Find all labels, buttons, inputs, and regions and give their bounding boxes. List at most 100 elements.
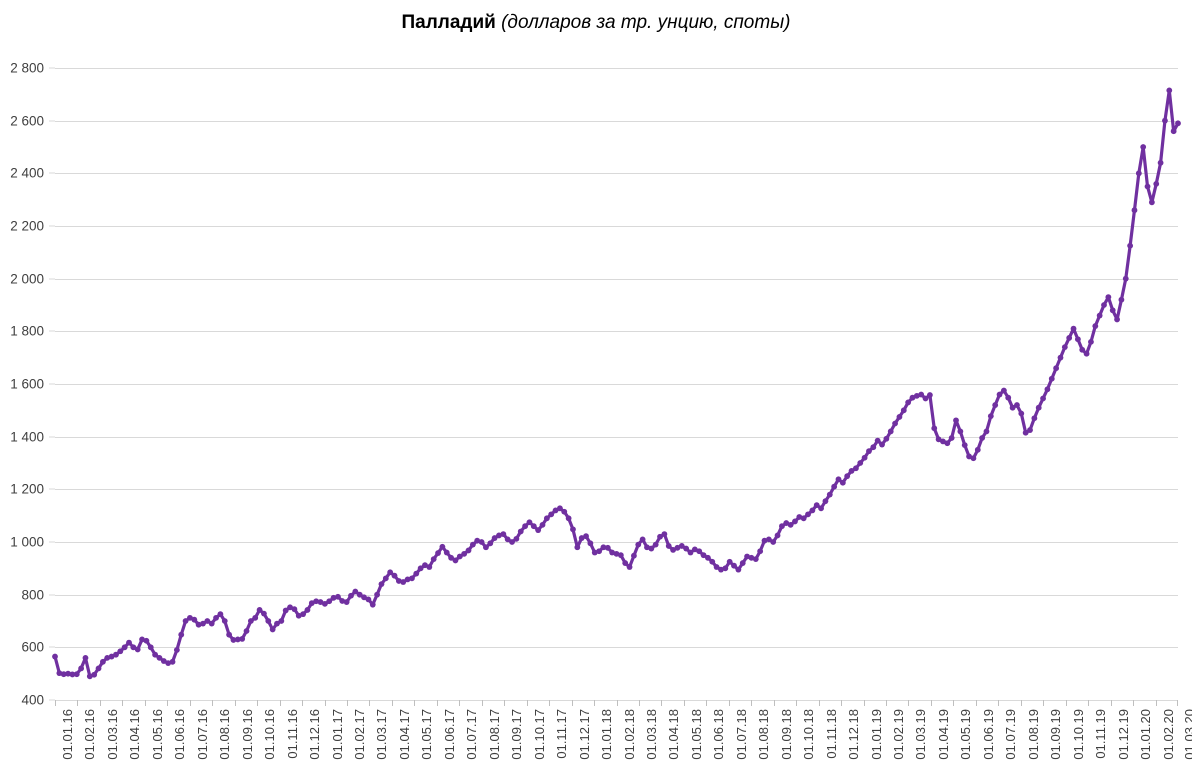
- data-point-marker: [839, 479, 846, 486]
- x-tick-mark: [841, 700, 843, 706]
- data-point-marker: [104, 654, 111, 661]
- y-tick-mark: [49, 225, 55, 227]
- data-point-marker: [1135, 170, 1142, 177]
- data-point-marker: [739, 560, 746, 566]
- data-point-marker: [831, 483, 838, 490]
- data-point-marker: [583, 533, 589, 540]
- data-point-marker: [121, 644, 128, 651]
- data-point-marker: [504, 536, 511, 543]
- x-tick-label: 01.09.19: [1048, 709, 1064, 760]
- data-point-marker: [927, 392, 933, 398]
- data-point-marker: [113, 651, 119, 658]
- data-point-marker: [295, 612, 302, 619]
- data-point-marker: [687, 549, 694, 556]
- y-tick-label: 2 600: [10, 113, 44, 129]
- data-point-marker: [108, 653, 115, 660]
- y-tick-label: 2 800: [10, 60, 44, 76]
- x-tick-label: 01.04.19: [935, 709, 951, 760]
- data-point-marker: [870, 444, 877, 451]
- data-point-marker: [56, 670, 63, 677]
- data-point-marker: [648, 545, 655, 552]
- data-point-marker: [887, 428, 894, 435]
- data-point-marker: [1005, 394, 1012, 401]
- data-point-marker: [1114, 316, 1120, 323]
- data-point-marker: [731, 562, 737, 569]
- data-point-marker: [256, 607, 263, 613]
- data-point-marker: [226, 631, 233, 638]
- data-point-marker: [452, 557, 459, 564]
- x-tick-mark: [683, 700, 685, 706]
- data-point-marker: [252, 614, 259, 621]
- data-point-marker: [652, 541, 659, 548]
- data-point-marker: [674, 544, 681, 551]
- x-tick-mark: [369, 700, 371, 706]
- gridline: [55, 173, 1178, 175]
- data-point-marker: [1009, 404, 1016, 411]
- data-point-marker: [726, 558, 733, 565]
- x-tick-label: 01.10.18: [801, 709, 817, 760]
- data-point-marker: [1083, 350, 1090, 357]
- data-point-marker: [439, 543, 446, 550]
- data-point-marker: [983, 428, 990, 435]
- x-tick-label: 01.07.17: [464, 709, 480, 760]
- data-point-marker: [435, 550, 441, 556]
- data-point-marker: [1096, 312, 1103, 319]
- x-tick-label: 01.03.19: [913, 709, 929, 760]
- data-point-marker: [261, 610, 267, 617]
- data-point-marker: [948, 435, 955, 441]
- data-point-marker: [691, 546, 698, 553]
- x-tick-label: 01.08.17: [486, 709, 502, 760]
- data-point-marker: [461, 550, 468, 557]
- data-point-marker: [304, 607, 311, 613]
- data-point-marker: [548, 511, 555, 518]
- data-point-marker: [378, 581, 385, 588]
- gridlines: [55, 68, 1178, 700]
- y-tick-label: 600: [21, 639, 44, 655]
- x-tick-mark: [571, 700, 573, 706]
- data-point-marker: [365, 596, 372, 603]
- data-point-marker: [539, 521, 546, 528]
- data-point-marker: [95, 665, 102, 672]
- data-point-marker: [613, 550, 620, 557]
- data-point-marker: [374, 591, 380, 598]
- data-point-marker: [178, 631, 185, 638]
- data-point-marker: [60, 671, 67, 678]
- data-point-marker: [1140, 144, 1147, 150]
- data-point-marker: [709, 558, 716, 565]
- data-point-marker: [160, 658, 167, 664]
- x-tick-mark: [1043, 700, 1045, 706]
- x-tick-label: 01.06.19: [980, 709, 996, 760]
- x-tick-mark: [324, 700, 326, 706]
- data-point-marker: [517, 528, 524, 535]
- gridline: [55, 226, 1178, 227]
- x-tick-label: 01.01.17: [329, 709, 345, 760]
- x-tick-mark: [1088, 700, 1090, 706]
- data-point-marker: [221, 618, 228, 624]
- x-tick-label: 01.05.16: [149, 709, 165, 760]
- data-point-marker: [1035, 404, 1042, 411]
- x-tick-mark: [436, 700, 438, 706]
- data-point-marker: [1144, 183, 1151, 190]
- data-point-marker: [883, 435, 890, 442]
- data-point-marker: [744, 553, 750, 560]
- data-point-marker: [335, 593, 341, 600]
- data-point-marker: [291, 606, 298, 613]
- data-point-marker: [287, 604, 293, 611]
- data-point-marker: [974, 446, 981, 453]
- data-point-marker: [430, 556, 437, 563]
- data-point-marker: [343, 599, 350, 605]
- data-point-marker: [339, 598, 346, 604]
- x-tick-label: 01.05.19: [958, 709, 974, 760]
- data-point-marker: [65, 670, 71, 677]
- data-point-marker: [805, 511, 811, 518]
- x-tick-mark: [212, 700, 214, 706]
- x-tick-mark: [1110, 700, 1112, 706]
- data-point-marker: [953, 417, 959, 424]
- data-point-marker: [1131, 207, 1138, 214]
- plot-area: [52, 68, 1181, 700]
- data-point-marker: [857, 460, 864, 466]
- x-tick-mark: [773, 700, 775, 706]
- data-point-marker: [909, 394, 916, 401]
- data-point-marker: [204, 618, 211, 624]
